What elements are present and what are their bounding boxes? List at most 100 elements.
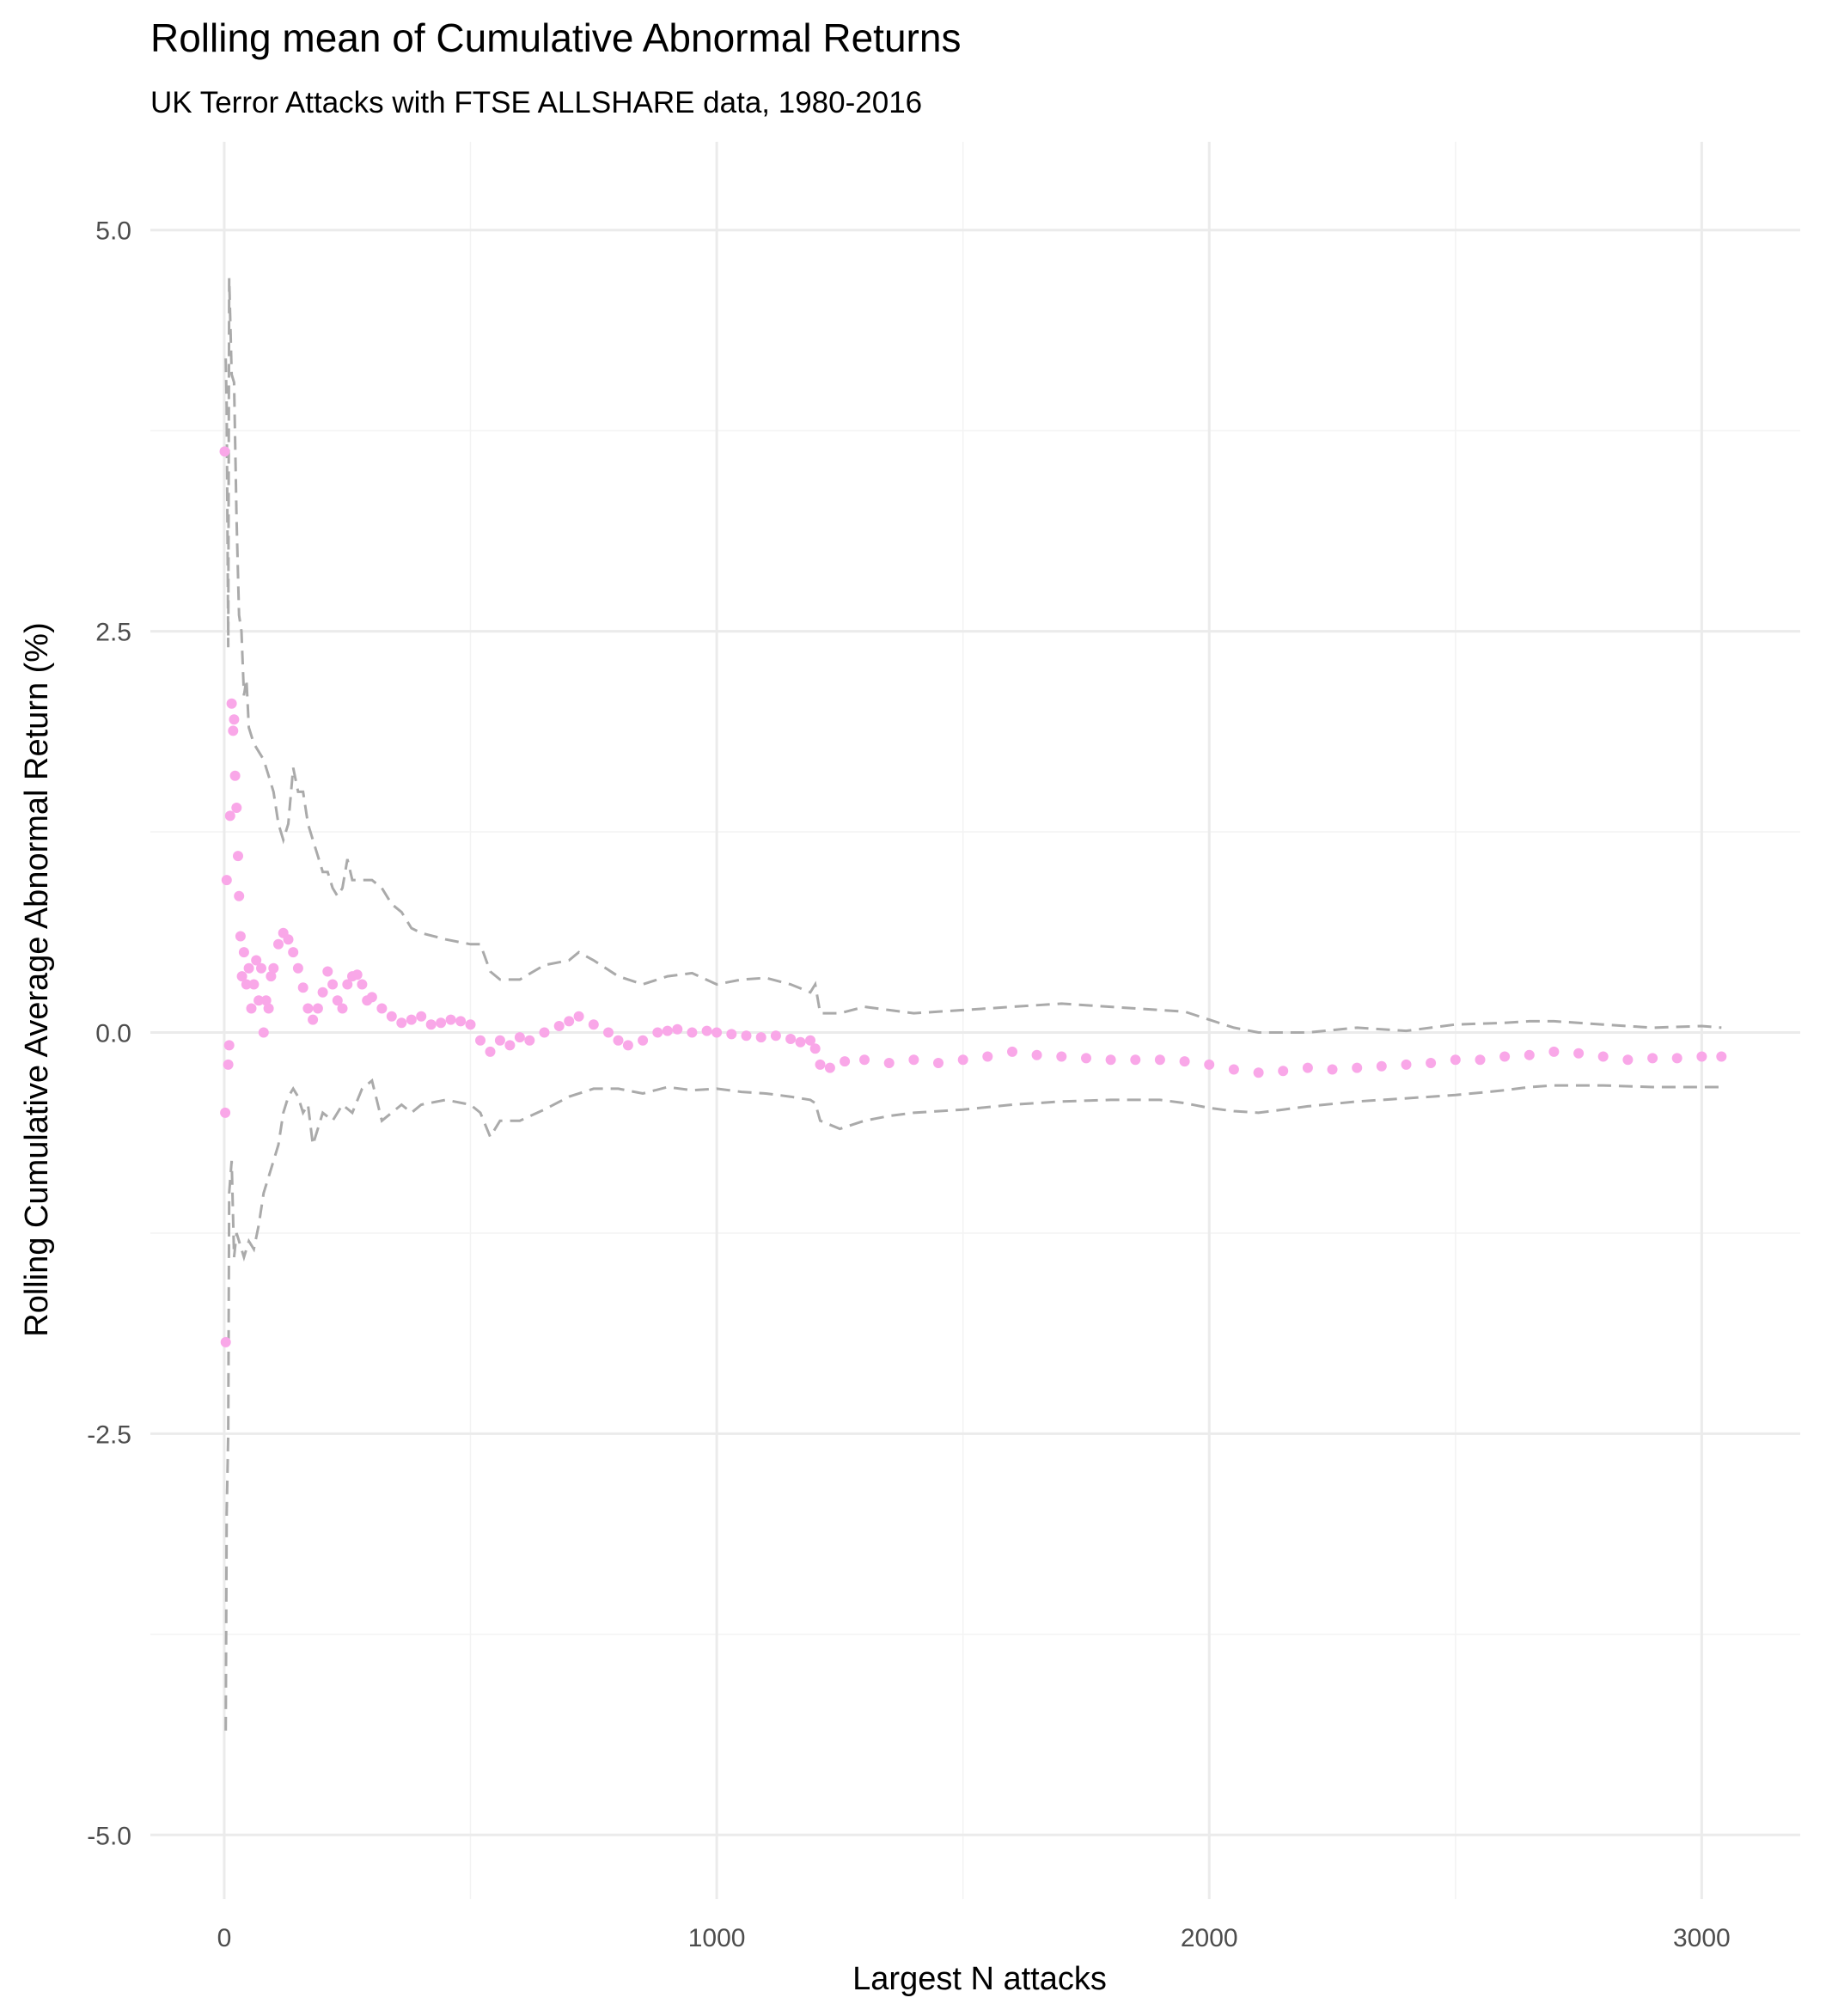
rolling-mean-point: [475, 1035, 486, 1046]
rolling-mean-point: [229, 770, 241, 781]
rolling-mean-point: [283, 934, 294, 945]
rolling-mean-point: [755, 1032, 766, 1043]
rolling-mean-point: [840, 1056, 851, 1067]
rolling-mean-point: [553, 1021, 565, 1031]
plot-area: [150, 142, 1800, 1899]
rolling-mean-point: [1327, 1064, 1338, 1075]
y-axis-ticks: -5.0 -2.5 0.0 2.5 5.0: [87, 217, 131, 1851]
rolling-mean-point: [711, 1027, 723, 1038]
rolling-mean-point: [1154, 1054, 1165, 1066]
rolling-mean-point: [1426, 1058, 1437, 1068]
y-axis-label: Rolling Cumulative Average Abnormal Retu…: [19, 622, 55, 1336]
rolling-mean-point: [386, 1011, 397, 1022]
rolling-mean-point: [1716, 1051, 1727, 1062]
rolling-mean-point: [235, 931, 246, 942]
rolling-mean-point: [238, 947, 249, 958]
rolling-mean-point: [292, 962, 303, 974]
rolling-mean-point: [494, 1035, 505, 1046]
rolling-mean-point: [1401, 1059, 1412, 1070]
chart-subtitle: UK Terror Attacks with FTSE ALLSHARE dat…: [150, 86, 922, 119]
x-tick-label: 1000: [688, 1924, 746, 1952]
rolling-mean-point: [1597, 1051, 1609, 1062]
rolling-mean-point: [246, 1003, 257, 1014]
rolling-mean-point: [233, 851, 243, 862]
rolling-mean-point: [337, 1003, 348, 1014]
rolling-mean-point: [1352, 1062, 1363, 1073]
rolling-mean-point: [824, 1062, 835, 1073]
rolling-mean-point: [1228, 1064, 1239, 1075]
y-tick-label: 0.0: [95, 1020, 131, 1048]
rolling-mean-point: [445, 1014, 456, 1025]
rolling-mean-point: [263, 1003, 274, 1014]
rolling-mean-point: [815, 1059, 826, 1070]
major-gridlines: [150, 142, 1800, 1899]
rolling-mean-point: [1130, 1054, 1141, 1066]
rolling-mean-point: [809, 1043, 821, 1054]
rolling-mean-point: [406, 1014, 417, 1025]
rolling-mean-point: [1007, 1046, 1017, 1057]
rolling-mean-point: [302, 1003, 314, 1014]
rolling-mean-point: [1253, 1067, 1264, 1078]
rolling-mean-point: [859, 1054, 870, 1066]
rolling-mean-point: [436, 1017, 447, 1029]
minor-gridlines: [150, 142, 1800, 1899]
chart-title: Rolling mean of Cumulative Abnormal Retu…: [150, 15, 961, 60]
rolling-mean-point: [231, 803, 242, 813]
rolling-mean-point: [322, 966, 333, 977]
rolling-mean-point: [234, 890, 245, 901]
rolling-mean-point: [220, 1107, 231, 1118]
rolling-mean-point: [701, 1025, 712, 1036]
rolling-mean-point: [982, 1051, 993, 1062]
rolling-mean-point: [342, 979, 353, 990]
rolling-mean-point: [251, 955, 262, 966]
rolling-mean-point: [465, 1019, 476, 1030]
rolling-mean-point: [588, 1019, 599, 1030]
rolling-mean-point: [1031, 1049, 1042, 1060]
rolling-mean-point: [308, 1014, 319, 1025]
rolling-mean-point: [1548, 1046, 1560, 1057]
rolling-mean-point: [726, 1029, 737, 1040]
x-axis-label: Largest N attacks: [852, 1961, 1107, 1997]
rolling-mean-point: [908, 1054, 919, 1066]
rolling-mean-point: [1450, 1054, 1461, 1066]
rolling-mean-point: [1671, 1053, 1682, 1064]
rolling-mean-point: [485, 1046, 496, 1057]
rolling-mean-point: [327, 979, 339, 990]
rolling-mean-point: [1696, 1051, 1707, 1062]
upper-bound-line: [224, 278, 1722, 1034]
rolling-mean-point: [883, 1058, 895, 1068]
rolling-mean-point: [795, 1036, 806, 1048]
rolling-mean-point: [785, 1034, 797, 1044]
rolling-mean-point: [1056, 1051, 1067, 1062]
y-tick-label: -2.5: [87, 1420, 131, 1449]
rolling-mean-point: [220, 1336, 231, 1347]
x-tick-label: 3000: [1673, 1924, 1731, 1952]
rolling-mean-point: [376, 1003, 388, 1014]
rolling-mean-point: [1302, 1062, 1313, 1073]
rolling-mean-point: [258, 1027, 269, 1038]
rolling-mean-point: [351, 969, 363, 981]
rolling-mean-point: [1499, 1051, 1511, 1062]
lower-bound-line: [224, 1078, 1722, 1731]
rolling-mean-point: [288, 947, 299, 958]
rolling-mean-point: [226, 698, 237, 709]
rolling-mean-point: [223, 1040, 235, 1051]
rolling-mean-point: [564, 1016, 575, 1027]
rolling-mean-point: [573, 1011, 584, 1022]
x-tick-label: 2000: [1181, 1924, 1238, 1952]
rolling-mean-point: [1278, 1066, 1289, 1077]
rolling-mean-point: [312, 1003, 323, 1014]
rolling-mean-point: [741, 1030, 752, 1042]
rolling-mean-point: [933, 1058, 944, 1068]
rolling-mean-point: [514, 1032, 525, 1043]
rolling-mean-point: [297, 982, 308, 993]
rolling-mean-point: [1524, 1049, 1535, 1060]
rolling-mean-point: [317, 987, 328, 998]
confidence-bands: [224, 278, 1722, 1731]
rolling-mean-point: [248, 979, 260, 990]
rolling-mean-point: [1622, 1054, 1634, 1066]
rolling-mean-point: [221, 875, 232, 886]
rolling-mean-point: [1376, 1060, 1387, 1072]
rolling-mean-point: [1647, 1053, 1658, 1064]
rolling-mean-point: [770, 1030, 781, 1042]
